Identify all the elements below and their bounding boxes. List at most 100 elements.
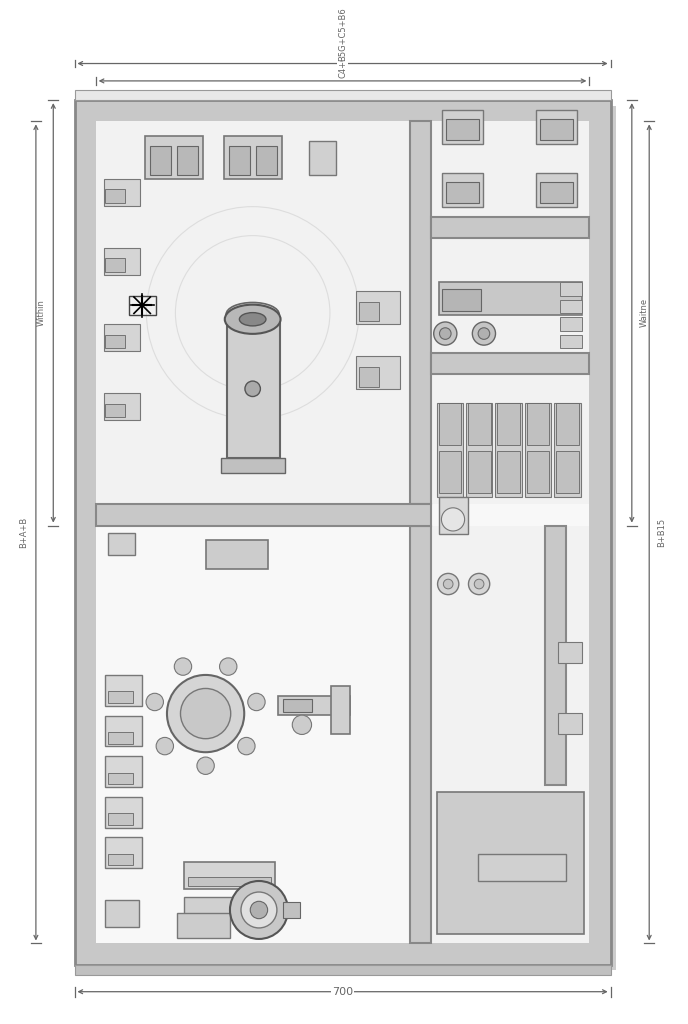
Bar <box>105 189 125 203</box>
Bar <box>177 145 198 175</box>
Bar <box>554 403 581 497</box>
Bar <box>447 119 479 140</box>
Bar <box>255 145 277 175</box>
Ellipse shape <box>226 302 279 327</box>
Bar <box>105 335 125 348</box>
Text: B5G+C5+B6: B5G+C5+B6 <box>338 7 347 60</box>
Text: C4+C5+C6: C4+C5+C6 <box>338 31 347 78</box>
Bar <box>309 140 336 175</box>
Bar <box>540 119 573 140</box>
Bar <box>283 698 312 713</box>
Circle shape <box>174 657 192 675</box>
Bar <box>442 110 483 143</box>
Bar <box>540 182 573 203</box>
Bar <box>105 258 125 271</box>
Bar <box>96 504 431 525</box>
Bar <box>226 319 280 459</box>
Bar <box>178 913 230 938</box>
Bar <box>545 525 566 784</box>
Bar <box>497 402 520 444</box>
Bar <box>559 714 581 734</box>
Bar <box>468 451 491 493</box>
Bar <box>409 525 431 943</box>
Bar <box>184 862 275 889</box>
Bar <box>103 325 140 351</box>
Bar <box>221 459 285 473</box>
Bar <box>466 403 493 497</box>
Bar <box>108 732 133 743</box>
Bar <box>431 525 590 943</box>
Bar <box>356 355 400 389</box>
Bar <box>438 498 468 534</box>
Circle shape <box>146 693 164 711</box>
Bar <box>442 290 481 310</box>
Bar <box>431 122 590 504</box>
Bar <box>437 792 583 934</box>
Bar <box>560 283 581 296</box>
Circle shape <box>230 881 288 939</box>
Bar <box>105 716 142 746</box>
Circle shape <box>156 737 173 755</box>
Polygon shape <box>74 100 610 965</box>
Bar <box>438 451 461 493</box>
Circle shape <box>433 322 457 345</box>
Bar <box>497 451 520 493</box>
Polygon shape <box>80 106 616 971</box>
Text: B+B15: B+B15 <box>657 518 666 547</box>
Bar <box>105 675 142 706</box>
Bar <box>527 451 549 493</box>
Bar <box>536 173 577 207</box>
Bar <box>108 772 133 784</box>
Bar <box>105 403 125 417</box>
Bar <box>359 368 378 386</box>
Bar <box>560 300 581 313</box>
Circle shape <box>197 757 214 774</box>
Bar <box>108 534 136 555</box>
Bar <box>438 282 581 315</box>
Bar <box>150 145 171 175</box>
Circle shape <box>438 573 459 595</box>
Bar <box>184 897 275 914</box>
Bar <box>560 335 581 348</box>
Circle shape <box>245 381 260 396</box>
Bar <box>103 178 140 206</box>
Bar <box>438 402 461 444</box>
Bar <box>560 317 581 331</box>
Circle shape <box>478 328 490 339</box>
Polygon shape <box>74 89 610 100</box>
Circle shape <box>469 573 490 595</box>
Circle shape <box>219 657 237 675</box>
Bar <box>556 451 579 493</box>
Bar <box>103 393 140 420</box>
Bar <box>536 110 577 143</box>
Bar <box>447 182 479 203</box>
Bar <box>431 217 590 238</box>
Bar <box>228 145 250 175</box>
Bar <box>437 403 463 497</box>
Bar <box>359 302 378 322</box>
Bar <box>96 122 409 504</box>
Bar <box>559 642 581 664</box>
Bar <box>356 291 400 325</box>
Circle shape <box>167 675 244 753</box>
Text: 700: 700 <box>332 987 353 996</box>
Bar <box>468 402 491 444</box>
Bar <box>103 248 140 274</box>
Bar <box>145 136 203 179</box>
Circle shape <box>474 580 484 589</box>
Bar <box>442 173 483 207</box>
Bar <box>105 900 139 927</box>
Bar <box>224 136 281 179</box>
Circle shape <box>473 322 495 345</box>
Bar <box>96 525 409 943</box>
Bar <box>556 402 579 444</box>
Bar <box>206 540 268 569</box>
Circle shape <box>248 693 265 711</box>
Circle shape <box>292 715 312 734</box>
Circle shape <box>180 688 230 738</box>
Bar <box>278 696 350 715</box>
Bar <box>527 402 549 444</box>
Circle shape <box>241 892 277 928</box>
Bar <box>409 122 431 504</box>
Bar <box>129 296 155 314</box>
